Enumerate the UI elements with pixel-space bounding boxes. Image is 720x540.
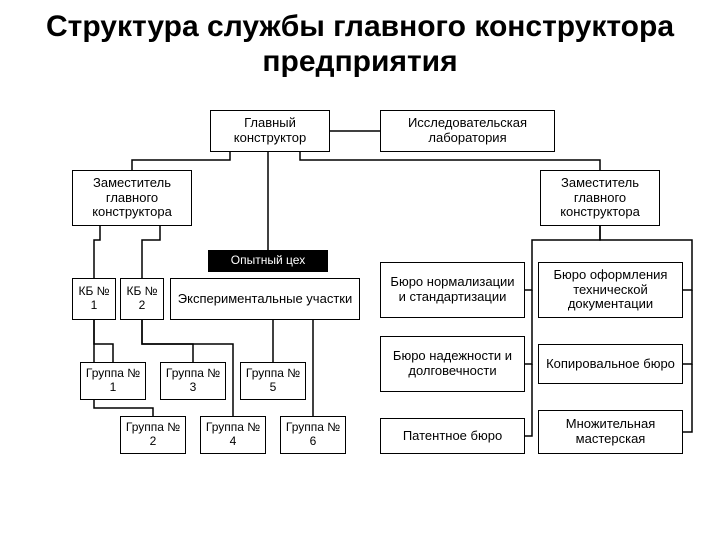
edge-deputy_left-kb2	[142, 226, 160, 278]
node-g1: Группа № 1	[80, 362, 146, 400]
node-kb1: КБ № 1	[72, 278, 116, 320]
node-reliab: Бюро надежности и долговечности	[380, 336, 525, 392]
node-copy: Копировальное бюро	[538, 344, 683, 384]
edge-deputy_left-kb1	[94, 226, 100, 278]
edge-deputy_right-mult	[683, 364, 692, 432]
edge-kb1-g1	[94, 320, 113, 362]
node-deputy_right: Заместитель главного конструктора	[540, 170, 660, 226]
node-patent: Патентное бюро	[380, 418, 525, 454]
node-norm: Бюро нормализации и стандартизации	[380, 262, 525, 318]
node-g3: Группа № 3	[160, 362, 226, 400]
node-exp_areas: Экспериментальные участки	[170, 278, 360, 320]
page-title: Структура службы главного конструктора п…	[0, 10, 720, 79]
node-chief: Главный конструктор	[210, 110, 330, 152]
node-g5: Группа № 5	[240, 362, 306, 400]
node-tech_doc: Бюро оформления технической документации	[538, 262, 683, 318]
node-mult: Множительная мастерская	[538, 410, 683, 454]
node-g2: Группа № 2	[120, 416, 186, 454]
edge-deputy_right-patent	[525, 364, 532, 436]
edge-chief-deputy_left	[132, 152, 230, 170]
node-pilot_shop: Опытный цех	[208, 250, 328, 272]
node-g6: Группа № 6	[280, 416, 346, 454]
node-g4: Группа № 4	[200, 416, 266, 454]
node-lab: Исследовательская лаборатория	[380, 110, 555, 152]
edge-deputy_right-reliab	[525, 290, 532, 364]
edge-kb2-g3	[142, 320, 193, 362]
edge-chief-deputy_right	[300, 152, 600, 170]
node-kb2: КБ № 2	[120, 278, 164, 320]
edge-deputy_right-copy	[683, 290, 692, 364]
node-deputy_left: Заместитель главного конструктора	[72, 170, 192, 226]
